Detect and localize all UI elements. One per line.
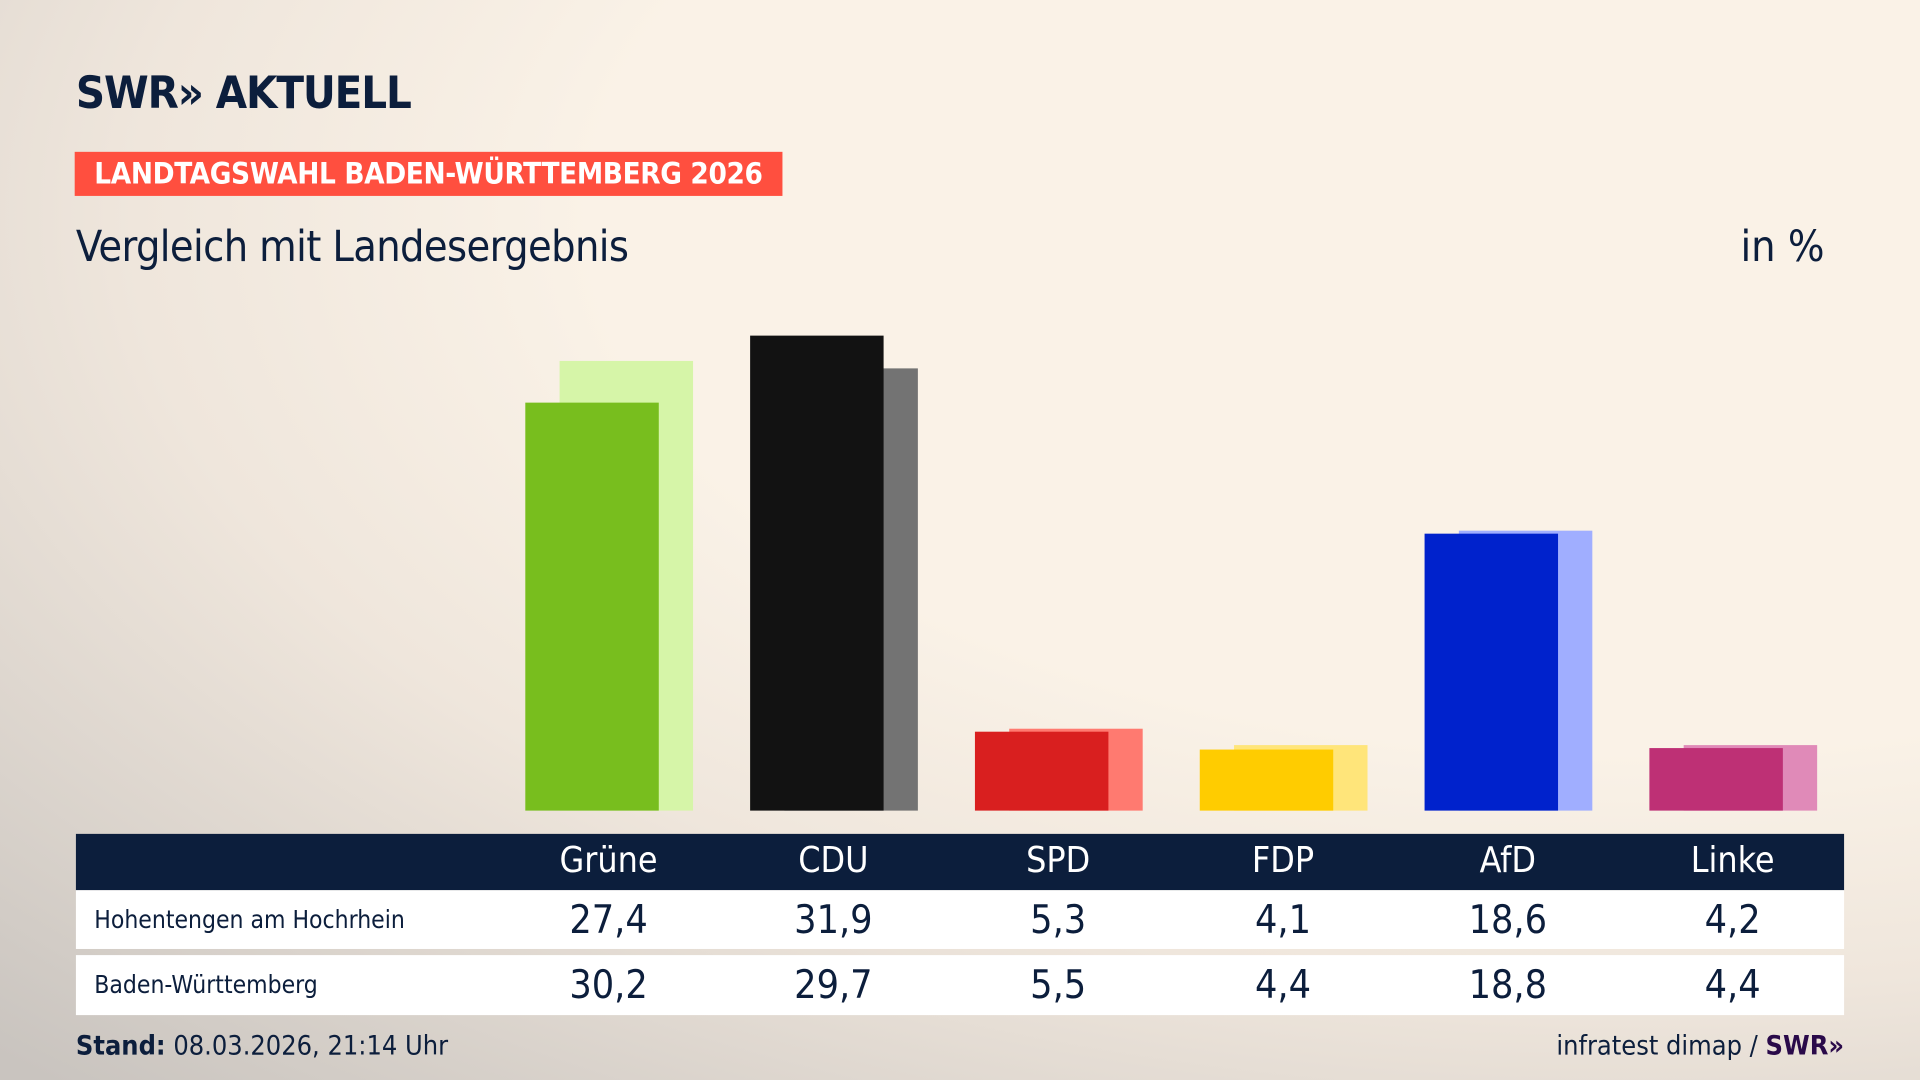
value-cell: 5,5 <box>1030 961 1087 1008</box>
stand-value: 08.03.2026, 21:14 Uhr <box>173 1031 449 1062</box>
row-label: Baden-Württemberg <box>94 969 318 1000</box>
value-cell: 5,3 <box>1030 896 1087 943</box>
bar-local-afd <box>1424 533 1559 811</box>
chart-subtitle: Vergleich mit Landesergebnis <box>75 222 629 272</box>
value-cell: 4,4 <box>1704 961 1761 1008</box>
value-cell: 29,7 <box>794 961 873 1008</box>
value-cell: 27,4 <box>569 896 648 943</box>
value-cell: 30,2 <box>569 961 648 1008</box>
election-badge: LANDTAGSWAHL BADEN-WÜRTTEMBERG 2026 <box>74 151 783 196</box>
bar-local-linke <box>1649 748 1783 811</box>
bar-local-spd <box>974 731 1109 811</box>
bar-chart <box>525 335 1818 811</box>
value-cell: 18,8 <box>1468 961 1548 1008</box>
column-header: Linke <box>1690 838 1775 881</box>
row-label: Hohentengen am Hochrhein <box>94 904 405 935</box>
value-cell: 31,9 <box>794 896 873 943</box>
table-row: Baden-Württemberg 30,2 29,7 5,5 4,4 18,8 4,4 <box>75 955 1845 1016</box>
value-cell: 4,4 <box>1254 961 1312 1008</box>
swr-aktuell-logo: SWR» AKTUELL <box>75 68 412 119</box>
table-row: Hohentengen am Hochrhein 27,4 31,9 5,3 4,1 1… <box>75 890 1845 949</box>
bar-local-cdu <box>750 335 884 811</box>
column-header: FDP <box>1251 838 1315 881</box>
stand-label: Stand: <box>75 1031 166 1062</box>
column-header: Grüne <box>559 838 658 881</box>
column-header: AfD <box>1479 838 1537 881</box>
column-header: SPD <box>1026 838 1091 881</box>
source: infratest dimap / SWR» <box>1556 1031 1844 1062</box>
unit-label: in % <box>1740 222 1825 272</box>
timestamp: Stand: 08.03.2026, 21:14 Uhr <box>76 1031 448 1062</box>
bar-local-grüne <box>525 402 659 811</box>
value-cell: 4,2 <box>1704 896 1761 943</box>
column-header: CDU <box>798 838 869 881</box>
table-header: Grüne CDU SPD FDP AfD Linke <box>75 833 1845 891</box>
bar-local-fdp <box>1199 749 1334 811</box>
swr-logo: SWR» <box>1765 1031 1845 1062</box>
value-cell: 18,6 <box>1468 896 1548 943</box>
value-cell: 4,1 <box>1254 896 1312 943</box>
source-text: infratest dimap / <box>1556 1031 1758 1062</box>
